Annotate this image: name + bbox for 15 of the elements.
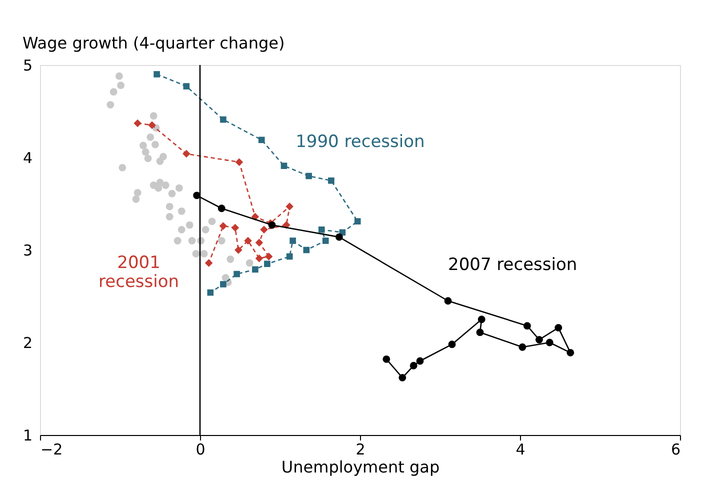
series-label: 2007 recession	[448, 254, 578, 275]
series-label: 1990 recession	[296, 132, 425, 152]
series-label: 2001 recession	[98, 252, 180, 292]
x-axis-title: Unemployment gap	[281, 458, 440, 476]
x-tick-label: 6	[670, 440, 680, 458]
y-tick-label: 2	[22, 334, 32, 352]
y-axis-title: Wage growth (4-quarter change)	[22, 34, 285, 52]
y-tick-label: 3	[22, 242, 32, 260]
x-tick-label: 2	[356, 440, 366, 458]
x-tick-label: 0	[196, 440, 206, 458]
x-tick-label: 4	[516, 440, 526, 458]
y-tick-label: 4	[22, 149, 32, 167]
y-tick-label: 5	[22, 56, 32, 74]
y-tick-label: 1	[22, 426, 32, 444]
x-tick-label: −2	[40, 440, 63, 458]
